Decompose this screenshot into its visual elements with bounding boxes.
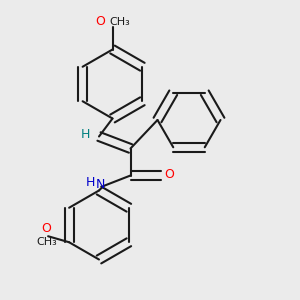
Text: H: H	[85, 176, 95, 189]
Text: H: H	[81, 128, 90, 141]
Text: O: O	[96, 15, 105, 28]
Text: O: O	[42, 222, 52, 235]
Text: CH₃: CH₃	[36, 237, 57, 247]
Text: O: O	[164, 167, 174, 181]
Text: CH₃: CH₃	[110, 16, 130, 27]
Text: N: N	[96, 178, 105, 191]
